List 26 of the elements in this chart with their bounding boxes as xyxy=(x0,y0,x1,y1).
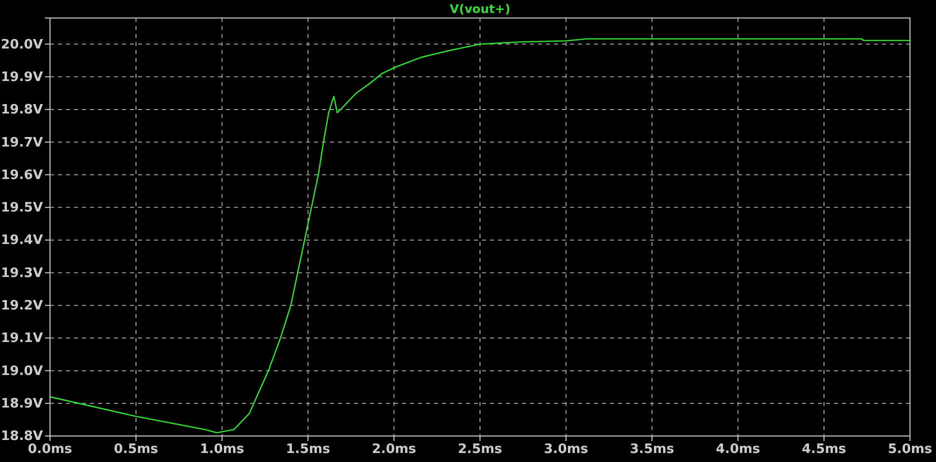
x-tick-label: 2.0ms xyxy=(372,442,416,458)
y-tick-label: 19.6V xyxy=(0,168,43,183)
y-tick-label: 19.9V xyxy=(0,70,43,85)
line-series xyxy=(49,38,911,434)
y-tick-label: 19.3V xyxy=(0,266,43,281)
x-tick-label: 5.0ms xyxy=(888,442,932,458)
y-tick-label: 19.8V xyxy=(0,102,43,118)
x-tick-label: 4.5ms xyxy=(802,442,846,458)
x-tick-label: 3.5ms xyxy=(630,442,674,458)
chart-title: V(vout+) xyxy=(450,2,510,16)
x-tick-label: 0.5ms xyxy=(114,442,158,458)
x-tick-label: 1.5ms xyxy=(286,442,330,458)
y-tick-label: 19.1V xyxy=(0,331,43,346)
y-tick-label: 19.5V xyxy=(0,200,43,216)
x-tick-label: 1.0ms xyxy=(200,442,244,458)
x-tick-label: 4.0ms xyxy=(716,442,760,458)
x-tick-label: 2.5ms xyxy=(458,442,502,458)
y-tick-label: 19.2V xyxy=(0,298,43,314)
y-tick-label: 18.9V xyxy=(0,396,43,412)
y-tick-label: 19.7V xyxy=(0,135,43,150)
x-tick-label: 0.0ms xyxy=(28,442,72,458)
x-tick-label: 3.0ms xyxy=(544,442,588,458)
y-tick-label: 19.4V xyxy=(0,233,43,248)
y-tick-label: 19.0V xyxy=(0,364,43,379)
y-tick-label: 20.0V xyxy=(0,37,43,52)
y-tick-label: 18.8V xyxy=(0,429,43,444)
